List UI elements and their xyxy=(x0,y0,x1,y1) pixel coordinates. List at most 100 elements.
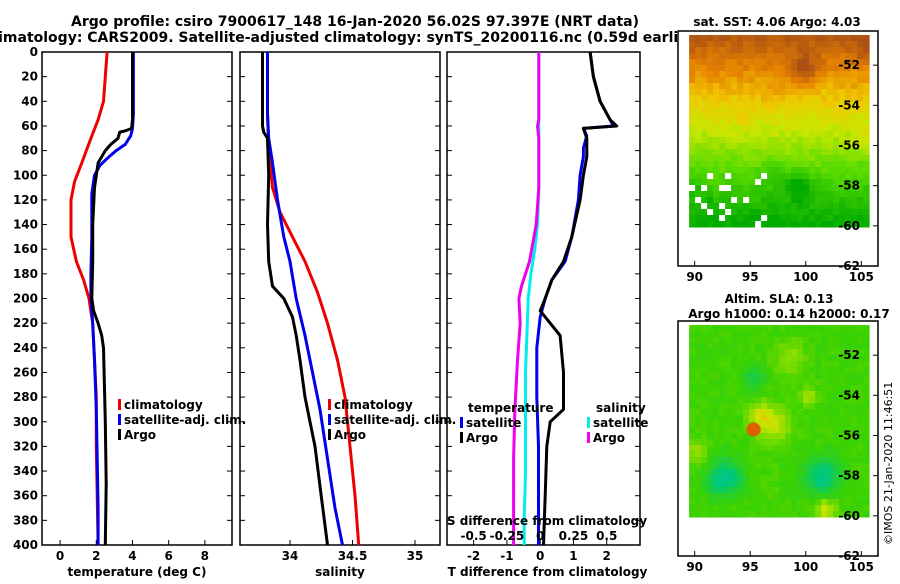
sst-cell xyxy=(713,137,720,144)
sst-cell xyxy=(833,167,840,174)
sst-cell xyxy=(707,113,714,120)
sst-cell xyxy=(707,161,714,168)
sst-cell xyxy=(689,197,696,204)
sst-cell xyxy=(761,107,768,114)
sla-cell xyxy=(719,457,726,464)
sla-cell xyxy=(761,415,768,422)
sst-cell xyxy=(785,209,792,216)
sla-cell xyxy=(863,427,870,434)
sst-cell xyxy=(797,35,804,42)
sst-cell xyxy=(707,167,714,174)
sst-cell xyxy=(827,119,834,126)
sla-cell xyxy=(725,385,732,392)
sla-cell xyxy=(833,355,840,362)
difference-xlabel: T difference from climatology xyxy=(448,565,648,579)
sst-cell xyxy=(851,35,858,42)
sla-cell xyxy=(779,415,786,422)
sst-cell xyxy=(845,77,852,84)
sst-cell xyxy=(713,89,720,96)
sla-cell xyxy=(821,379,828,386)
sla-cell xyxy=(827,325,834,332)
sst-cell xyxy=(719,65,726,72)
sla-cell xyxy=(743,331,750,338)
salinity-legend-label: climatology xyxy=(334,398,413,412)
sla-cell xyxy=(863,355,870,362)
sst-cell xyxy=(719,191,726,198)
sst-cell xyxy=(743,71,750,78)
sst-cell xyxy=(707,185,714,192)
sla-cell xyxy=(821,451,828,458)
sla-cell xyxy=(851,325,858,332)
sla-cell xyxy=(713,493,720,500)
sla-cell xyxy=(731,487,738,494)
sst-cell xyxy=(803,35,810,42)
sla-cell xyxy=(809,415,816,422)
depth-tick-label: 380 xyxy=(13,513,38,527)
sla-cell xyxy=(803,349,810,356)
sst-cell xyxy=(695,143,702,150)
sst-cell xyxy=(839,215,846,222)
sst-cell xyxy=(731,35,738,42)
sst-cell xyxy=(701,149,708,156)
sla-cell xyxy=(701,409,708,416)
sst-cell xyxy=(743,185,750,192)
sla-cell xyxy=(761,463,768,470)
sst-cell xyxy=(791,161,798,168)
sla-cell xyxy=(761,457,768,464)
sla-cell xyxy=(785,379,792,386)
sla-cell xyxy=(815,355,822,362)
sla-cell xyxy=(863,409,870,416)
sla-cell xyxy=(773,499,780,506)
sla-cell xyxy=(791,343,798,350)
sla-cell xyxy=(833,331,840,338)
sst-cell xyxy=(713,77,720,84)
sla-cell xyxy=(773,343,780,350)
sst-cell xyxy=(695,185,702,192)
sla-cell xyxy=(857,433,864,440)
sst-cell xyxy=(791,197,798,204)
sst-cell xyxy=(827,95,834,102)
sla-cell xyxy=(839,415,846,422)
sla-cell xyxy=(755,475,762,482)
depth-tick-label: 40 xyxy=(21,94,38,108)
sst-cell xyxy=(791,167,798,174)
sst-cell xyxy=(743,65,750,72)
sla-cell xyxy=(773,361,780,368)
sla-cell xyxy=(701,421,708,428)
sla-cell xyxy=(767,415,774,422)
sla-cell xyxy=(803,499,810,506)
sst-cell xyxy=(821,47,828,54)
sla-cell xyxy=(785,343,792,350)
sla-cell xyxy=(689,469,696,476)
sla-cell xyxy=(827,463,834,470)
sla-cell xyxy=(785,391,792,398)
sst-cell xyxy=(749,143,756,150)
sst-cell xyxy=(713,41,720,48)
sla-cell xyxy=(707,481,714,488)
depth-tick-label: 280 xyxy=(13,390,38,404)
sst-cell xyxy=(689,71,696,78)
sla-cell xyxy=(821,403,828,410)
sla-cell xyxy=(707,337,714,344)
sst-cell xyxy=(815,65,822,72)
sst-cell xyxy=(743,215,750,222)
salinity-legend-swatch xyxy=(328,429,331,440)
sst-cell xyxy=(767,185,774,192)
sla-cell xyxy=(731,331,738,338)
sst-cell xyxy=(773,41,780,48)
depth-tick-label: 340 xyxy=(13,464,38,478)
sla-cell xyxy=(827,397,834,404)
sla-cell xyxy=(719,397,726,404)
sal-legend-label: satellite xyxy=(593,416,648,430)
sst_map-ytick-label: -56 xyxy=(838,138,860,152)
sst-cell xyxy=(767,107,774,114)
sla-cell xyxy=(773,421,780,428)
sst-cell xyxy=(725,137,732,144)
sst-cell xyxy=(851,101,858,108)
sla-cell xyxy=(743,385,750,392)
sst-cell xyxy=(845,179,852,186)
sla-cell xyxy=(809,481,816,488)
sla-cell xyxy=(689,355,696,362)
sla-cell xyxy=(725,367,732,374)
sla-cell xyxy=(857,499,864,506)
